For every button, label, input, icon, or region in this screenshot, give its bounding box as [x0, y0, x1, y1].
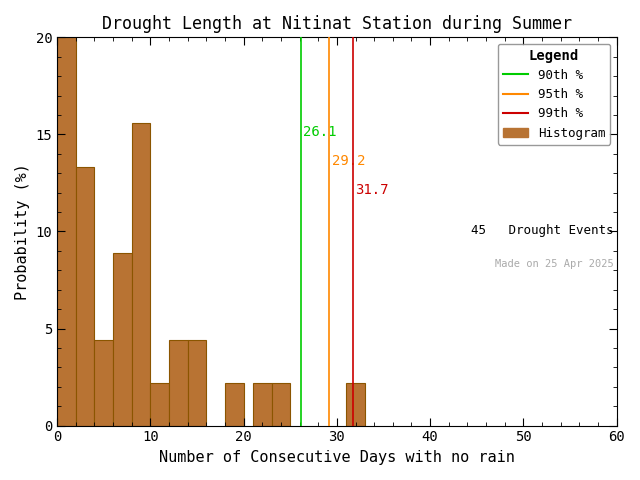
- Bar: [113, 253, 132, 426]
- Text: 29.2: 29.2: [332, 154, 365, 168]
- Title: Drought Length at Nitinat Station during Summer: Drought Length at Nitinat Station during…: [102, 15, 572, 33]
- Text: 31.7: 31.7: [356, 183, 389, 197]
- Bar: [188, 340, 206, 426]
- Text: 45   Drought Events: 45 Drought Events: [471, 224, 614, 237]
- Y-axis label: Probability (%): Probability (%): [15, 163, 30, 300]
- Bar: [253, 383, 271, 426]
- Bar: [271, 383, 291, 426]
- X-axis label: Number of Consecutive Days with no rain: Number of Consecutive Days with no rain: [159, 450, 515, 465]
- Bar: [346, 383, 365, 426]
- Bar: [132, 123, 150, 426]
- Bar: [150, 383, 169, 426]
- Bar: [95, 340, 113, 426]
- Text: 26.1: 26.1: [303, 125, 337, 139]
- Bar: [169, 340, 188, 426]
- Legend: 90th %, 95th %, 99th %, Histogram: 90th %, 95th %, 99th %, Histogram: [498, 44, 611, 144]
- Bar: [76, 168, 95, 426]
- Bar: [57, 37, 76, 426]
- Bar: [225, 383, 244, 426]
- Text: Made on 25 Apr 2025: Made on 25 Apr 2025: [495, 259, 614, 269]
